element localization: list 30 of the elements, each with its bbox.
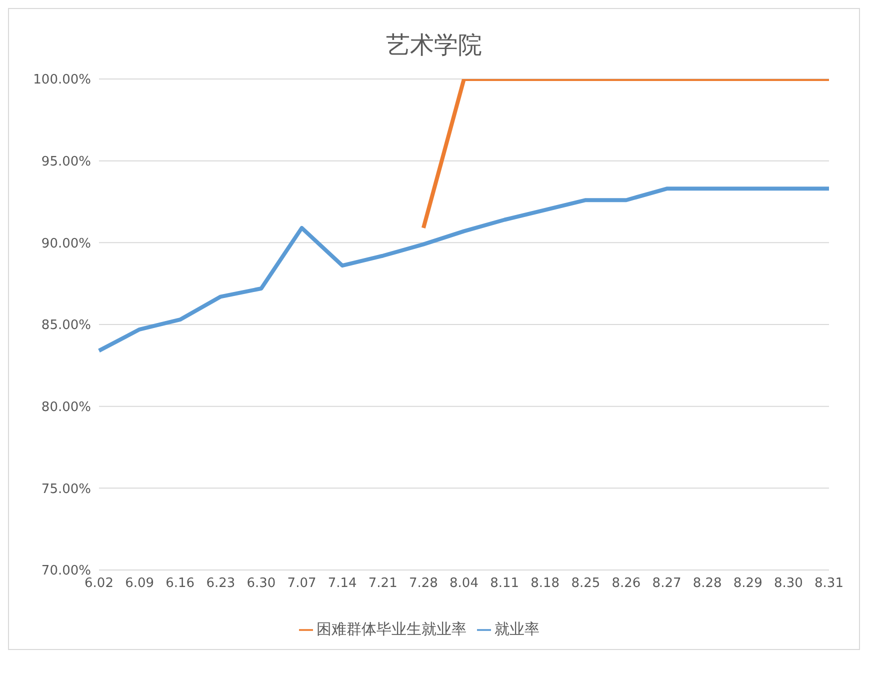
- y-tick-label: 90.00%: [41, 236, 91, 252]
- y-tick-label: 80.00%: [41, 400, 91, 415]
- x-tick-label: 6.30: [246, 576, 276, 592]
- x-tick-label: 7.14: [328, 576, 357, 592]
- x-tick-label: 8.18: [530, 576, 560, 592]
- chart-title: 艺术学院: [385, 30, 483, 61]
- line-series: [97, 186, 831, 353]
- x-tick-label: 7.07: [287, 576, 316, 592]
- x-tick-label: 8.26: [612, 576, 641, 592]
- y-tick-label: 85.00%: [41, 318, 91, 334]
- x-tick-label: 7.21: [368, 576, 398, 592]
- x-tick-label: 8.25: [571, 576, 600, 592]
- x-tick-label: 8.31: [814, 576, 844, 592]
- x-tick-label: 8.30: [774, 576, 803, 592]
- y-tick-label: 70.00%: [41, 564, 91, 579]
- x-tick-label: 7.28: [408, 576, 438, 592]
- x-tick-label: 8.04: [450, 576, 478, 592]
- x-tick-label: 6.09: [125, 576, 154, 592]
- x-tick-label: 8.29: [733, 576, 762, 592]
- x-tick-label: 6.02: [84, 576, 114, 592]
- legend-label: 困难群体毕业生就业率: [316, 620, 466, 638]
- y-tick-label: 75.00%: [41, 482, 91, 497]
- x-tick-label: 6.16: [166, 576, 195, 592]
- x-tick-label: 8.27: [652, 576, 682, 592]
- y-tick-label: 100.00%: [33, 72, 91, 88]
- x-tick-label: 6.23: [206, 576, 236, 592]
- legend-label: 就业率: [494, 620, 540, 638]
- x-tick-label: 8.11: [490, 576, 520, 592]
- y-tick-label: 95.00%: [41, 154, 91, 170]
- x-tick-label: 8.28: [692, 576, 722, 592]
